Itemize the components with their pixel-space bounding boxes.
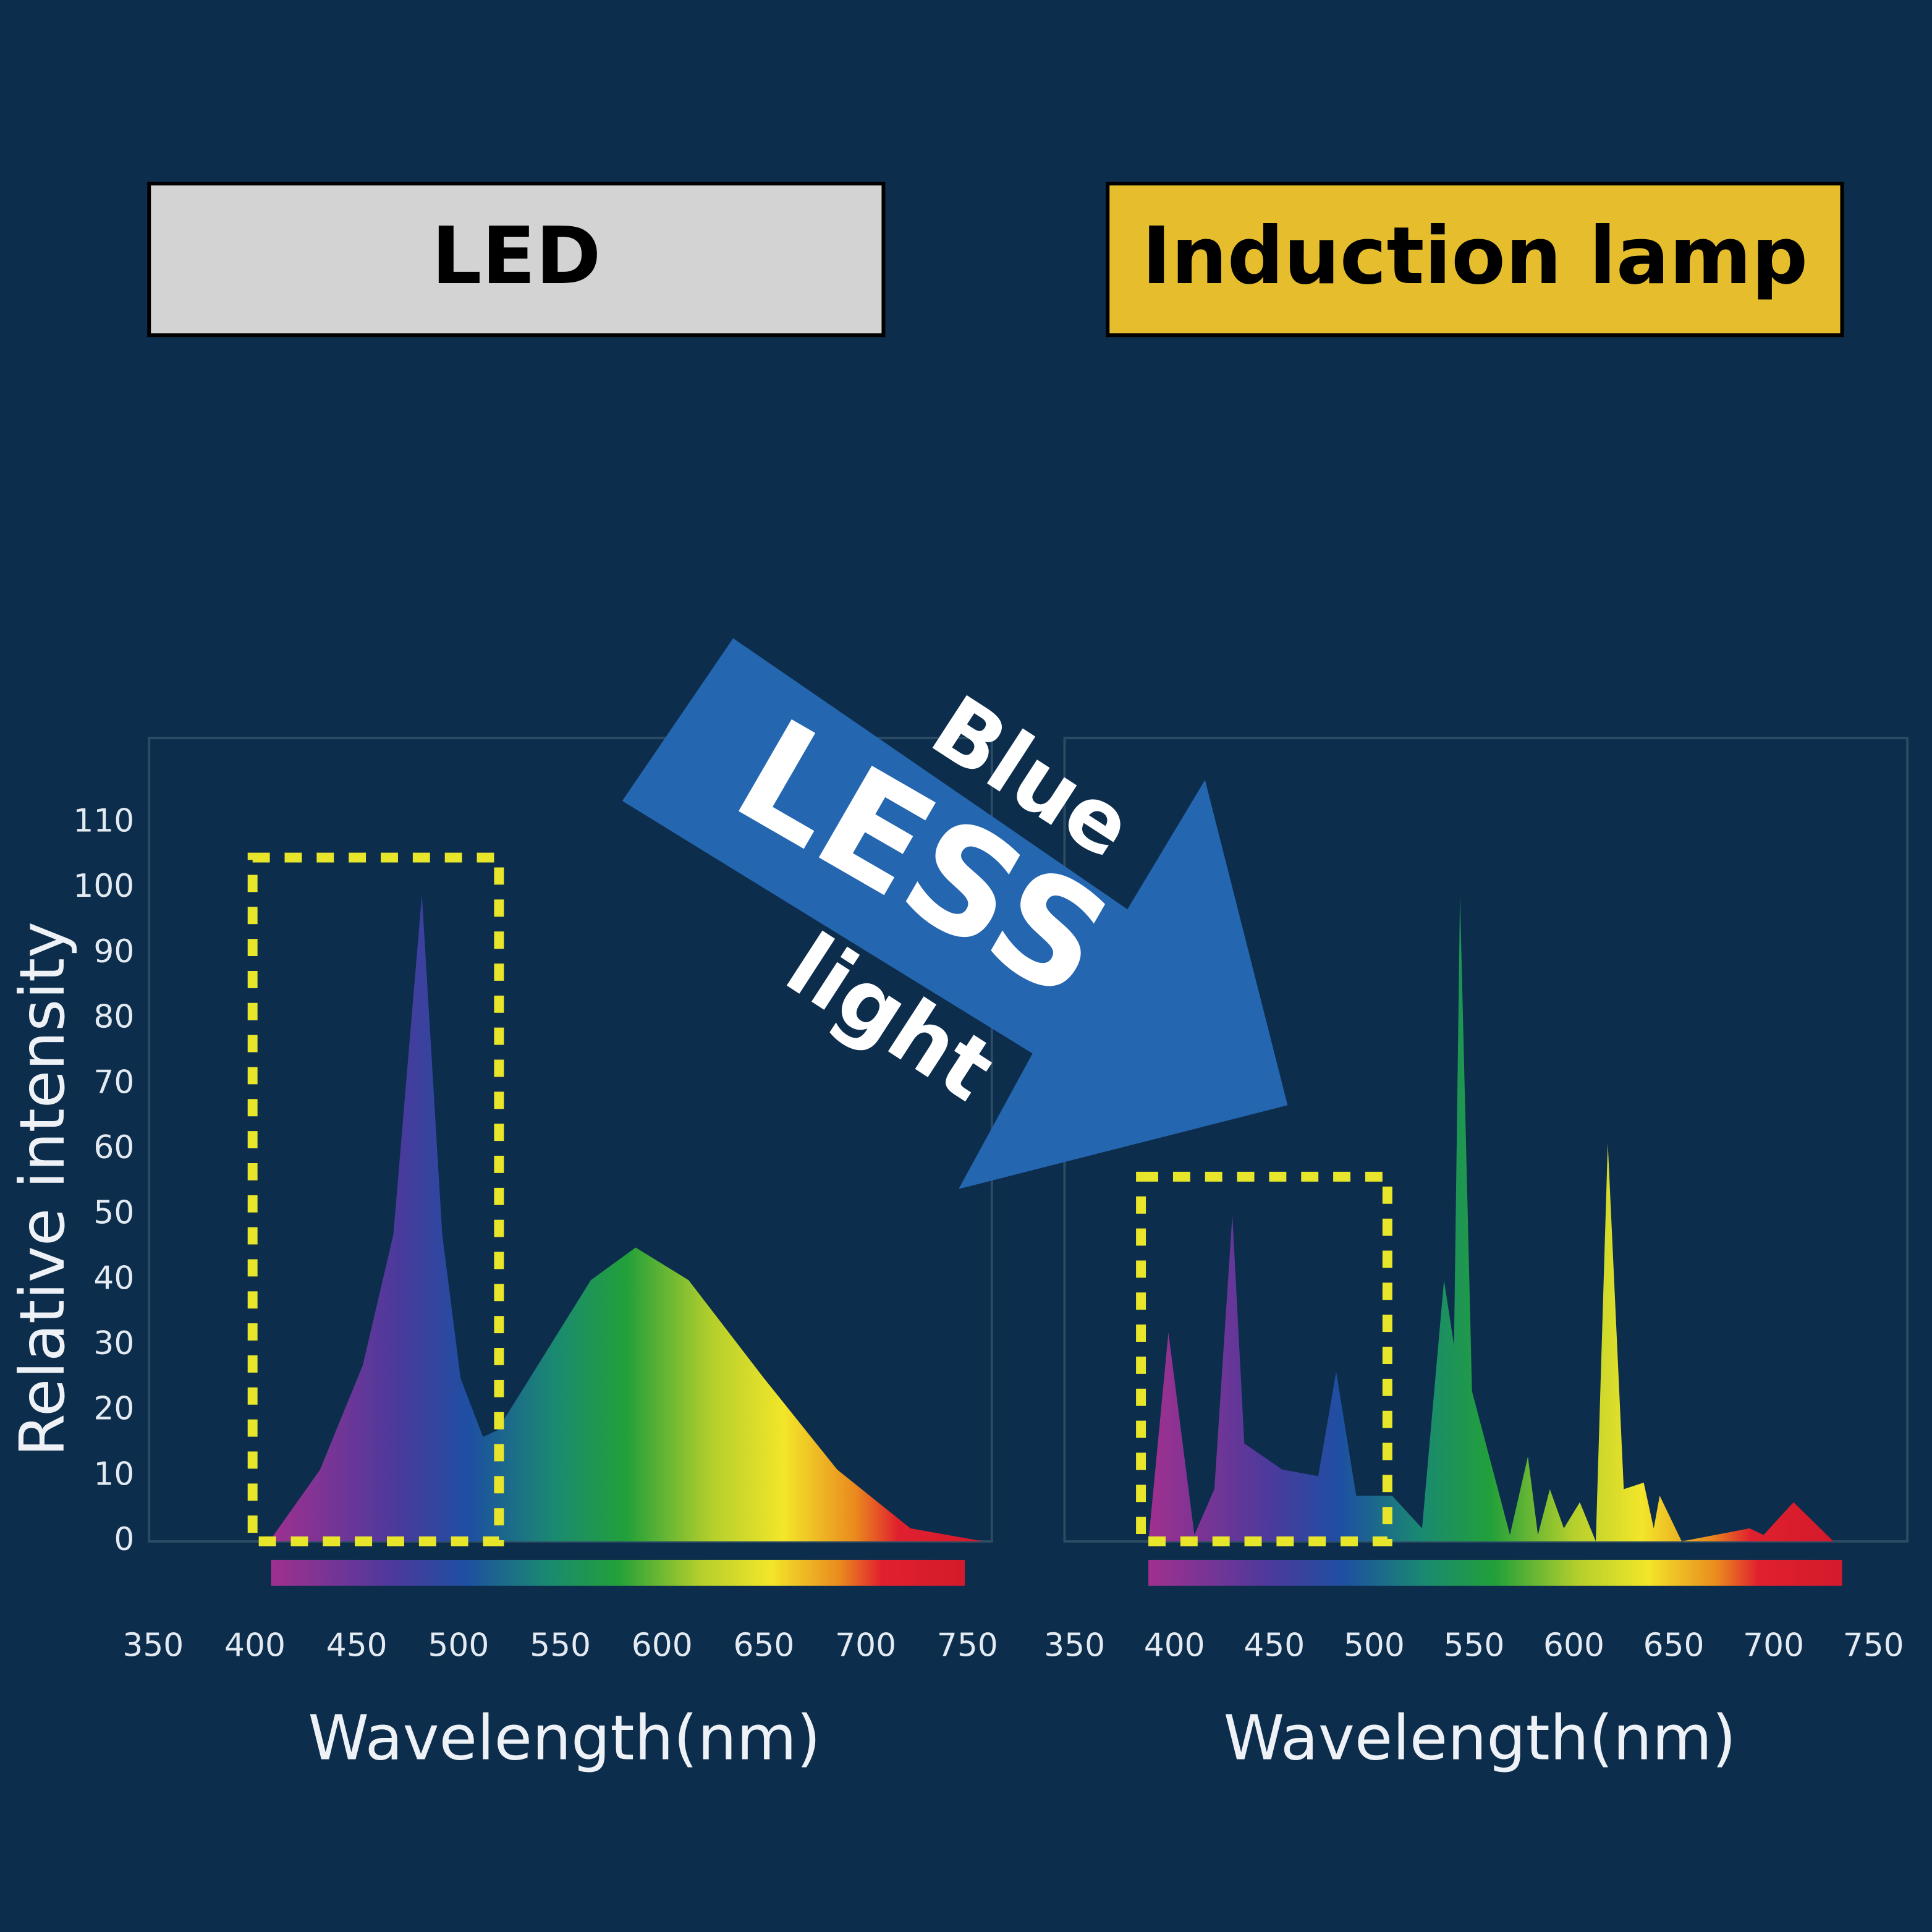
y-tick-label: 90 (93, 933, 134, 970)
marks (269, 894, 1834, 1542)
y-tick-label: 50 (93, 1195, 134, 1232)
y-tick-label: 10 (93, 1455, 134, 1493)
y-tick-label: 70 (93, 1064, 134, 1101)
area (269, 894, 984, 1542)
x-tick-label: 600 (1543, 1627, 1604, 1664)
y-tick-label: 40 (93, 1260, 134, 1297)
area (1148, 894, 1834, 1542)
x-tick-label: 700 (1743, 1627, 1804, 1664)
x-tick-label: 750 (937, 1627, 998, 1664)
y-tick-label: 20 (93, 1391, 134, 1428)
title-box (147, 182, 886, 337)
y-tick-label: 80 (93, 999, 134, 1036)
x-tick-label: 550 (1443, 1627, 1504, 1664)
title-box (1106, 182, 1844, 337)
y-tick-label: 30 (93, 1325, 134, 1362)
x-tick-label: 650 (1643, 1627, 1705, 1664)
y-tick-label: 0 (114, 1521, 134, 1558)
y-axis-label: Relative intensity (6, 922, 78, 1457)
x-tick-label: 600 (632, 1627, 693, 1664)
x-tick-label: 500 (428, 1627, 489, 1664)
x-tick-label: 450 (326, 1627, 388, 1664)
x-axis-label: Wavelength(nm) (1224, 1701, 1736, 1774)
y-tick-label: 110 (73, 803, 134, 840)
highlight-box (1136, 1171, 1392, 1546)
spectrum-bar (271, 1559, 965, 1586)
arrow (622, 638, 1288, 1189)
x-tick-label: 350 (1044, 1627, 1105, 1664)
x-tick-label: 500 (1344, 1627, 1405, 1664)
x-tick-label: 400 (1144, 1627, 1205, 1664)
chart-title: Induction lamp (1142, 211, 1808, 302)
x-tick-label: 400 (224, 1627, 286, 1664)
highlight-box (247, 852, 504, 1546)
x-tick-label: 450 (1244, 1627, 1305, 1664)
x-tick-label: 750 (1843, 1627, 1904, 1664)
x-tick-label: 700 (835, 1627, 896, 1664)
x-axis-label: Wavelength(nm) (308, 1701, 820, 1774)
x-tick-label: 350 (122, 1627, 184, 1664)
y-tick-label: 60 (93, 1129, 134, 1166)
x-tick-label: 550 (530, 1627, 591, 1664)
spectrum-bar (1148, 1559, 1842, 1586)
x-tick-label: 650 (733, 1627, 794, 1664)
y-tick-label: 100 (73, 868, 134, 905)
chart-title: LED (431, 211, 601, 302)
